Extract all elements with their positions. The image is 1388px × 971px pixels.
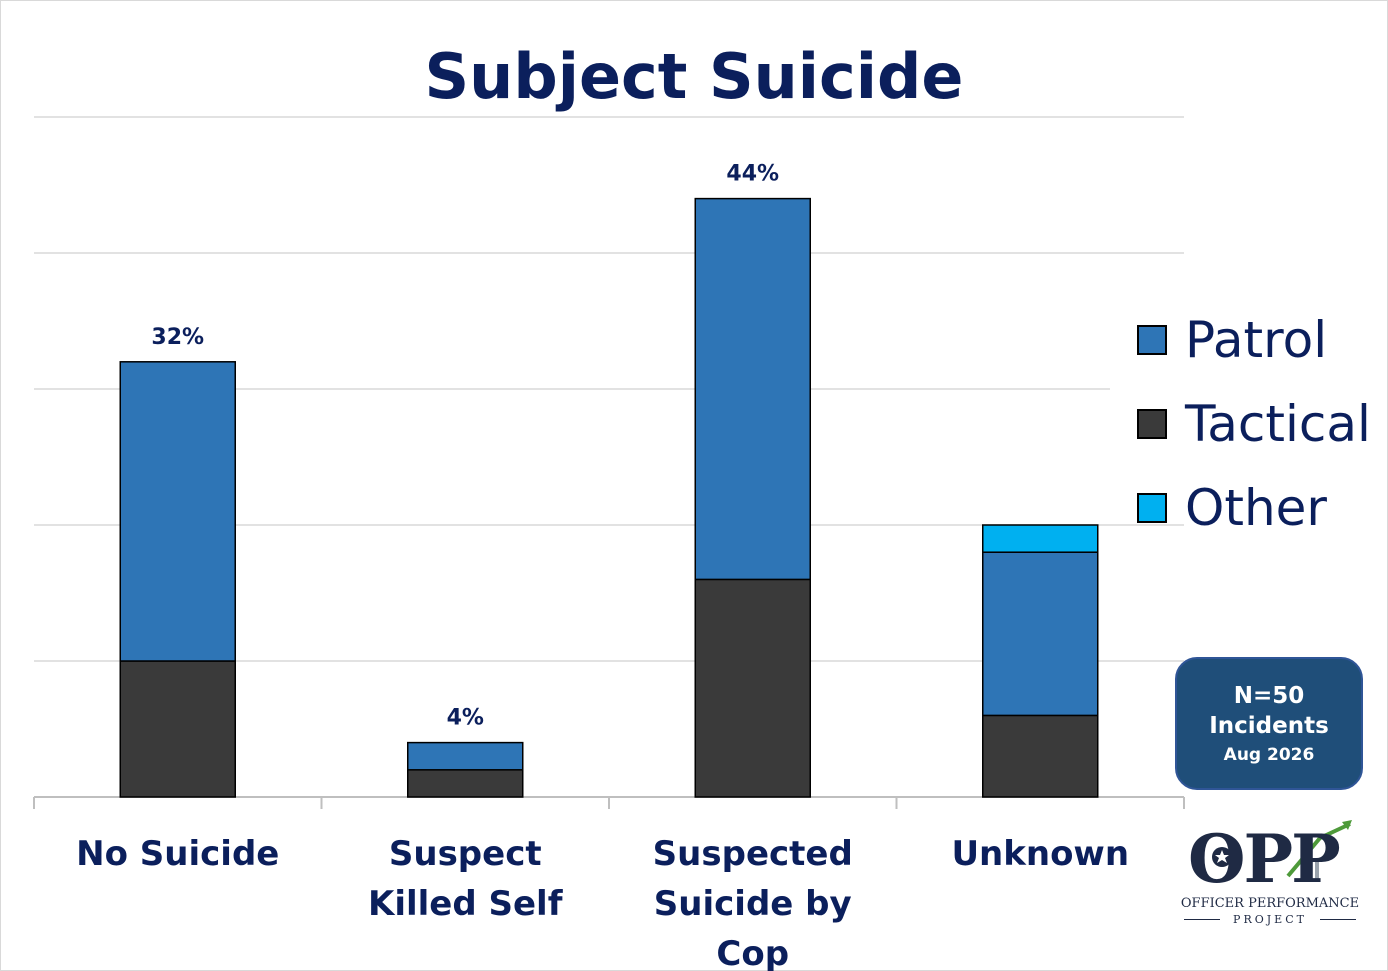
legend-swatch-patrol: [1137, 325, 1167, 355]
legend-label-other: Other: [1185, 479, 1327, 537]
bar-tactical-unknown: [982, 714, 1099, 798]
logo-graphic-icon: [1212, 820, 1352, 882]
bar-patrol-suspect-killed-self: [407, 741, 524, 771]
legend-label-patrol: Patrol: [1185, 311, 1328, 369]
bar-tactical-suspect-killed-self: [407, 769, 524, 798]
x-tick-label-suspected-suicide-by-cop: Suspected Suicide by Cop: [653, 834, 853, 971]
legend-label-tactical: Tactical: [1185, 395, 1371, 453]
x-tick-label-unknown: Unknown: [951, 834, 1129, 874]
legend-item-patrol: Patrol: [1137, 298, 1371, 382]
legend-item-other: Other: [1137, 466, 1371, 550]
data-label-no-suicide: 32%: [151, 325, 204, 350]
chart-title: Subject Suicide: [424, 40, 964, 113]
x-tick-label-no-suicide: No Suicide: [76, 834, 279, 874]
legend: Patrol Tactical Other: [1137, 298, 1371, 550]
bar-patrol-unknown: [982, 551, 1099, 717]
logo-text-line1: OFFICER PERFORMANCE: [1180, 896, 1360, 911]
sample-size-badge: N=50 Incidents Aug 2026: [1175, 657, 1363, 790]
data-label-suspect-killed-self: 4%: [447, 706, 484, 731]
legend-swatch-tactical: [1137, 409, 1167, 439]
legend-swatch-other: [1137, 493, 1167, 523]
bar-patrol-suspected-suicide-by-cop: [694, 197, 811, 581]
logo-text-line2: PROJECT: [1233, 913, 1307, 926]
bar-other-unknown: [982, 524, 1099, 553]
sample-size-date: Aug 2026: [1223, 745, 1315, 765]
bar-tactical-no-suicide: [119, 660, 236, 798]
sample-size-count: N=50: [1233, 683, 1305, 709]
x-tick-label-suspect-killed-self: Suspect Killed Self: [368, 834, 564, 924]
data-label-suspected-suicide-by-cop: 44%: [726, 162, 779, 187]
bar-patrol-no-suicide: [119, 361, 236, 662]
logo-divider-right: [1320, 919, 1356, 920]
bar-tactical-suspected-suicide-by-cop: [694, 578, 811, 798]
logo-divider-left: [1184, 919, 1220, 920]
opp-logo: OPP OFFICER PERFORMANCE PROJECT: [1180, 818, 1360, 930]
legend-item-tactical: Tactical: [1137, 382, 1371, 466]
logo-letters: OPP: [1188, 820, 1341, 898]
sample-size-unit: Incidents: [1209, 713, 1329, 739]
